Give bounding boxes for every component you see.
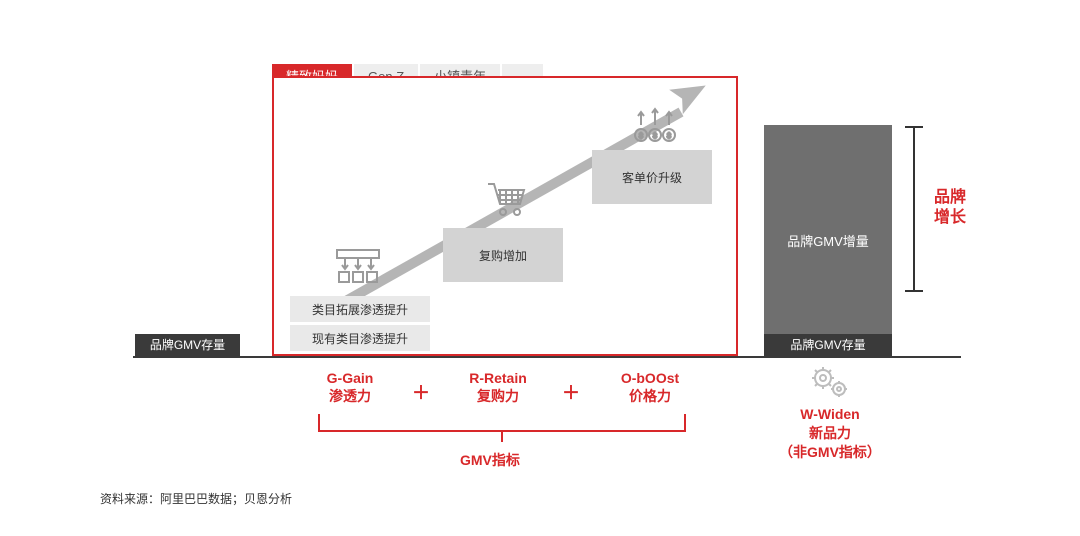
formula-g: G-Gain渗透力 [300,370,400,405]
formula-w: W-Widen 新品力 （非GMV指标） [770,405,890,462]
step-boost: 客单价升级 [592,150,712,204]
gmv-bracket [318,414,686,444]
gmv-stock-left: 品牌GMV存量 [135,334,240,356]
baseline [133,356,961,358]
gmv-metric-label: GMV指标 [460,450,520,470]
gears-icon [810,365,850,399]
price-up-icon: $ $ $ [632,105,678,143]
step-retain: 复购增加 [443,228,563,282]
svg-text:$: $ [639,133,643,140]
svg-text:$: $ [667,133,671,140]
step-gain-top: 类目拓展渗透提升 [290,296,430,322]
plus-2: ＋ [562,379,580,405]
gmv-increment-bar: 品牌GMV增量 [764,125,892,356]
gmv-stock-right: 品牌GMV存量 [764,334,892,356]
plus-1: ＋ [412,379,430,405]
diagram-canvas: 精致妈妈 Gen Z 小镇青年 … 类目拓展渗透提升 现有类目渗透提升 复购增加… [0,0,1080,536]
source-note: 资料来源：阿里巴巴数据；贝恩分析 [100,490,292,507]
svg-text:$: $ [653,133,657,140]
step-gain-bottom: 现有类目渗透提升 [290,325,430,351]
increment-bracket [905,126,923,292]
cart-icon [486,180,528,218]
formula-r: R-Retain复购力 [448,370,548,405]
brand-growth-label: 品牌 增长 [934,188,958,228]
gro-formula: G-Gain渗透力 ＋ R-Retain复购力 ＋ O-bOOst价格力 [300,370,720,414]
flow-icon [335,248,381,284]
formula-o: O-bOOst价格力 [600,370,700,405]
